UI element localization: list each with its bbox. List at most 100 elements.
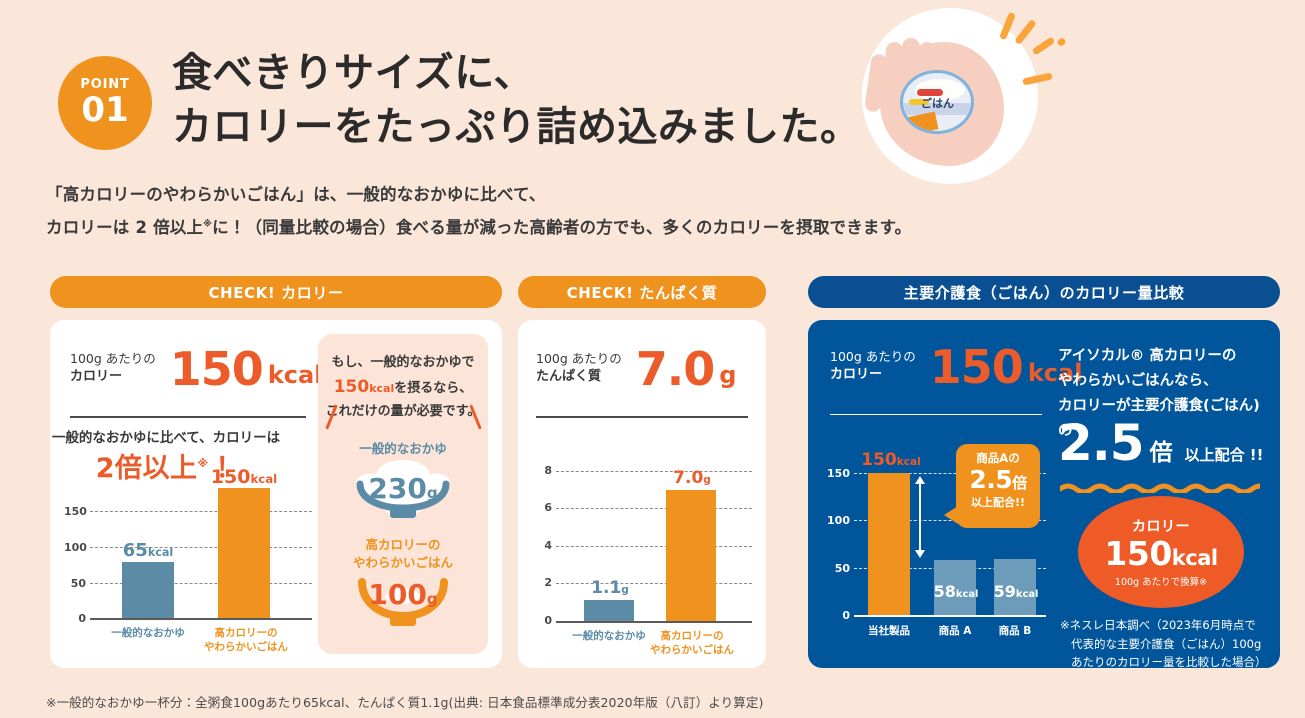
calorie-compare-excl: ！: [208, 453, 237, 484]
calorie-value-unit: kcal: [267, 360, 323, 389]
callout-line-3: 以上配合!!: [970, 495, 1026, 509]
calorie-value-number: 150: [169, 342, 264, 396]
point-badge: POINT 01: [58, 56, 152, 150]
point-number: 01: [81, 89, 129, 130]
arrow-head-up-icon: [915, 476, 925, 484]
category-label-own-product: 当社製品: [868, 625, 910, 637]
package-band: [903, 103, 971, 115]
lede-line-2-b: に！（同量比較の場合）食べる量が減った高齢者の方でも、多くのカロリーを摂取できま…: [212, 218, 912, 237]
comparison-value-label-small: 100g あたりの: [830, 349, 916, 365]
category-label-product: 高カロリーの やわらかいごはん: [196, 626, 296, 654]
calorie-value-strip: 100g あたりの カロリー 150 kcal: [70, 342, 323, 396]
badge-value: 150kcal: [1104, 534, 1218, 574]
package-product-name: ごはん: [921, 97, 954, 110]
protein-value-label-small: 100g あたりの: [536, 351, 622, 367]
comparison-divider: [830, 414, 1042, 415]
bowl-b-caption: 高カロリーの やわらかいごはん: [318, 536, 488, 571]
badge-number: 150: [1104, 534, 1172, 574]
bowl-a-icon: [350, 458, 456, 522]
arrow-shaft: [919, 484, 921, 550]
bar-value-okayu: 1.1g: [566, 578, 654, 598]
bowl-b-value-num: 100: [368, 578, 427, 611]
category-label-product: 高カロリーの やわらかいごはん: [644, 629, 740, 657]
comparison-note-l2: 代表的な主要介護食（ごはん）100g: [1071, 636, 1262, 651]
bar-value-okayu-unit: kcal: [147, 546, 174, 559]
category-label-product-l2: やわらかいごはん: [204, 641, 288, 654]
ytick-50: 50: [70, 577, 86, 590]
card-comparison-panel: 100g あたりの カロリー 150 kcal 150 100 50 0 150…: [808, 320, 1280, 669]
badge-top-label: カロリー: [1132, 519, 1190, 536]
sparkle-icon: [1014, 18, 1037, 46]
product-package: ごはん: [900, 70, 974, 134]
protein-value-unit: g: [719, 360, 737, 389]
protein-value-number: 7.0: [635, 342, 715, 396]
card-protein-caption: CHECK! たんぱく質: [518, 276, 766, 308]
comparison-note: ※ネスレ日本調べ（2023年6月時点で 代表的な主要介護食（ごはん）100g あ…: [1060, 616, 1272, 672]
bar-value-b-num: 59: [993, 582, 1016, 601]
ytick-150: 150: [827, 467, 850, 480]
bar-value-own-product: 150kcal: [846, 450, 936, 470]
calorie-chart: 150 100 50 0 65kcal 150kcal 一般的なおかゆ 高カロリ…: [64, 466, 314, 653]
bar-value-own-unit: kcal: [896, 456, 921, 468]
bar-value-product-b: 59kcal: [990, 582, 1042, 601]
comparison-value-label-main: カロリー: [830, 367, 883, 383]
gridline-8: [556, 471, 752, 472]
package-red-label: [917, 89, 943, 96]
ytick-8: 8: [544, 464, 552, 477]
ratio-bai: 倍: [1149, 440, 1173, 466]
bar-value-own-num: 150: [861, 450, 897, 470]
x-axis: [854, 615, 1046, 617]
bowl-a-value: 230g: [318, 472, 488, 505]
category-label-product-l2: やわらかいごはん: [650, 644, 734, 657]
lede-asterisk: ※: [203, 219, 213, 230]
bar-value-product: 7.0g: [648, 468, 736, 488]
calorie-compare-mark: ※: [197, 457, 209, 470]
ytick-0: 0: [842, 609, 850, 622]
lede-line-2-a: カロリーは 2 倍以上: [46, 218, 204, 237]
category-label-okayu: 一般的なおかゆ: [111, 627, 185, 639]
card-calorie-caption: CHECK! カロリー: [50, 276, 502, 308]
comparison-copy-l1: アイソカル® 高カロリーの: [1058, 348, 1237, 364]
gridline-2: [556, 583, 752, 584]
calorie-divider: [70, 416, 306, 418]
callout-line-1: 商品Aの: [976, 451, 1020, 465]
badge-unit: kcal: [1171, 546, 1218, 571]
protein-value-label: 100g あたりの たんぱく質: [536, 351, 622, 391]
bowl-b-caption-l1: 高カロリーの: [365, 537, 441, 552]
protein-divider: [536, 416, 748, 418]
category-label-okayu: 一般的なおかゆ: [572, 630, 646, 642]
category-label-product-l1: 高カロリーの: [214, 627, 278, 639]
protein-value-strip: 100g あたりの たんぱく質 7.0 g: [536, 342, 737, 396]
bar-okayu: [584, 600, 634, 621]
bar-value-okayu-unit: g: [621, 584, 629, 596]
bubble-text: もし、一般的なおかゆで 150kcalを摂るなら、 これだけの量が必要です。: [318, 352, 488, 423]
card-protein-panel: 100g あたりの たんぱく質 7.0 g 8 6 4 2 0 1.1g: [518, 320, 766, 668]
ytick-0: 0: [78, 612, 86, 625]
ytick-0: 0: [544, 614, 552, 627]
headline-line-1: 食べきりサイズに、: [172, 50, 535, 96]
comparison-note-l3: あたりのカロリー量を比較した場合）: [1071, 655, 1267, 670]
calorie-value-label-small: 100g あたりの: [70, 351, 156, 367]
bar-value-a-unit: kcal: [955, 589, 979, 600]
bubble-hl-num: 150: [333, 377, 370, 398]
headline-line-2: カロリーをたっぷり詰め込みました。: [172, 103, 861, 150]
gridline-150: [854, 473, 1046, 474]
gridline-6: [556, 508, 752, 509]
ytick-50: 50: [834, 562, 850, 575]
ratio-tail: 以上配合 !!: [1184, 446, 1264, 464]
calorie-compare-highlight: 2倍以上※！: [0, 446, 392, 485]
callout-ratio-bai: 倍: [1012, 474, 1027, 492]
package-yellow-label: [909, 99, 929, 105]
callout-tail: [944, 506, 958, 524]
bubble-line-2-rest: を摂るなら、: [394, 381, 473, 397]
bar-value-product-a: 58kcal: [930, 582, 982, 601]
arrow-head-down-icon: [915, 550, 925, 558]
ytick-6: 6: [544, 501, 552, 514]
protein-value-label-main: たんぱく質: [536, 369, 602, 385]
bar-value-product-unit: kcal: [250, 472, 278, 486]
protein-chart: 8 6 4 2 0 1.1g 7.0g 一般的なおかゆ 高カロリーの やわらかい…: [530, 448, 758, 656]
bowl-a-value-unit: g: [426, 484, 438, 502]
comparison-copy-l2: やわらかいごはんなら、: [1058, 372, 1218, 389]
bar-value-product-num: 150: [210, 466, 251, 488]
bowl-b-value-unit: g: [426, 590, 438, 608]
